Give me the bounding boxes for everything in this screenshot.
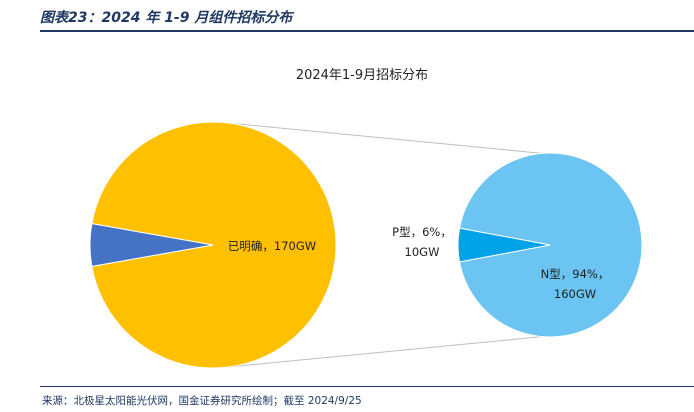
data-label-n-type-line1: N型，94%， bbox=[541, 267, 610, 281]
connector-line-bottom bbox=[230, 336, 543, 368]
header-rule bbox=[40, 30, 694, 32]
data-label-n-type-value: 160GW bbox=[554, 287, 596, 301]
breakout-slice-n bbox=[458, 152, 643, 338]
breakout-slice-p bbox=[457, 227, 551, 263]
main-pie-slice-confirmed bbox=[91, 121, 337, 369]
chart-title: 2024年1-9月招标分布 bbox=[296, 68, 428, 83]
footer-rule bbox=[40, 386, 694, 387]
data-label-p-type-value: 10GW bbox=[405, 245, 440, 259]
data-label-p-type-line1: P型，6%， bbox=[392, 225, 452, 239]
source-note: 来源：北极星太阳能光伏网，国金证券研究所绘制；截至 2024/9/25 bbox=[42, 395, 362, 407]
data-label-confirmed: 已明确，170GW bbox=[228, 239, 316, 253]
figure-title: 图表23：2024 年 1-9 月组件招标分布 bbox=[40, 10, 293, 26]
main-pie-slice-breakout bbox=[89, 223, 214, 267]
figure-header: 图表23：2024 年 1-9 月组件招标分布 bbox=[0, 0, 694, 34]
connector-line-top bbox=[230, 122, 543, 154]
pie-of-pie-chart: 2024年1-9月招标分布 已明确，170GW N型，94%， 160GW P型，6%… bbox=[89, 68, 643, 369]
